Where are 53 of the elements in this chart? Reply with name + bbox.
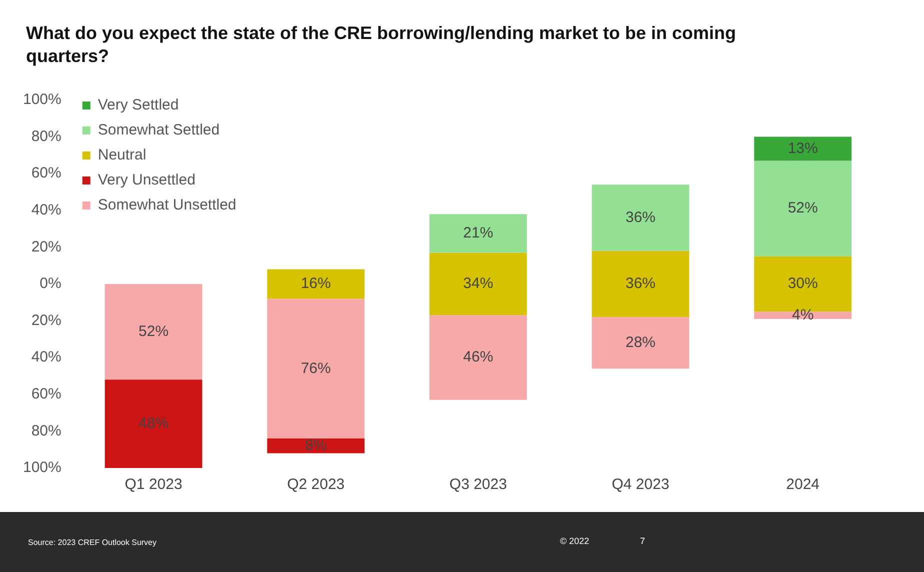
x-tick-label: Q2 2023 — [287, 476, 345, 494]
data-label: 52% — [138, 322, 169, 340]
bar — [592, 317, 690, 369]
data-label: 36% — [625, 275, 656, 292]
data-label: 30% — [788, 275, 818, 292]
data-label: 36% — [625, 208, 656, 226]
x-tick-label: Q3 2023 — [449, 476, 507, 494]
y-tick-label: 20% — [31, 312, 62, 329]
text: © 2022 — [560, 536, 590, 546]
x-tick-label: Q4 2023 — [612, 476, 670, 494]
bar — [267, 269, 365, 299]
data-label: 16% — [300, 275, 331, 292]
data-label: 52% — [788, 200, 818, 217]
bar — [267, 438, 365, 454]
legend-label: Somewhat Unsettled — [98, 196, 236, 214]
y-tick-label: 40% — [31, 202, 62, 219]
legend-label: Neutral — [98, 146, 146, 164]
y-tick-label: 0% — [40, 275, 62, 292]
legend-label: Very Settled — [98, 96, 179, 114]
bar — [104, 284, 202, 380]
legend-label: Very Unsettled — [98, 172, 196, 189]
bar — [592, 250, 690, 318]
data-label: 28% — [625, 334, 656, 352]
x-tick-label: Q1 2023 — [124, 476, 182, 494]
data-label: 46% — [463, 348, 494, 366]
bar — [754, 136, 852, 161]
bar — [429, 214, 527, 253]
source-note: Source: 2023 CREF Outlook Survey — [28, 538, 157, 547]
data-label: 8% — [305, 437, 327, 454]
data-label: 34% — [463, 275, 494, 292]
y-tick-label: 100% — [22, 459, 62, 476]
chart-title: What do you expect the state of the CRE borrowing/lending market to be in coming quarters? — [26, 22, 738, 68]
data-label: 21% — [463, 224, 494, 242]
y-tick-label: 60% — [31, 164, 62, 182]
x-tick-label: 2024 — [786, 476, 820, 494]
bar — [267, 298, 365, 439]
y-tick-label: 40% — [31, 348, 62, 366]
bar — [592, 184, 690, 251]
bar — [754, 160, 852, 256]
data-label: 13% — [788, 140, 818, 157]
bar — [429, 252, 527, 316]
data-label: 48% — [138, 414, 169, 432]
y-tick-label: 100% — [22, 91, 62, 108]
legend-label: Somewhat Settled — [98, 122, 220, 139]
bar — [429, 315, 527, 400]
y-tick-label: 80% — [31, 128, 62, 145]
y-tick-label: 20% — [31, 238, 62, 256]
data-label: 76% — [300, 360, 331, 377]
data-label: 4% — [792, 306, 814, 324]
text: 7 — [640, 536, 646, 546]
y-tick-label: 60% — [31, 386, 62, 403]
y-tick-label: 80% — [31, 422, 62, 440]
bar — [104, 380, 202, 468]
